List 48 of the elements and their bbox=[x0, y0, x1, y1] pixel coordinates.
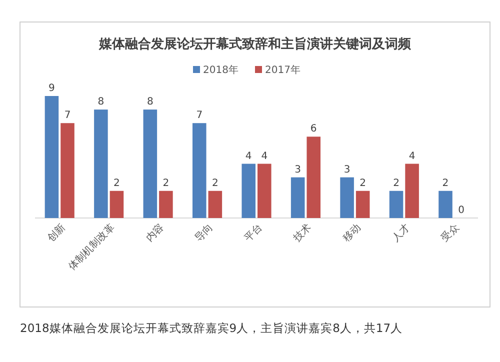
data-label: 4 bbox=[408, 150, 416, 162]
bar bbox=[159, 190, 173, 218]
data-label: 7 bbox=[64, 110, 71, 122]
bar bbox=[60, 123, 74, 218]
x-tick-label: 内容 bbox=[144, 222, 166, 244]
bar bbox=[389, 190, 404, 218]
legend-label: 2018年 bbox=[203, 64, 238, 76]
data-label: 7 bbox=[196, 110, 203, 122]
x-tick-label: 移动 bbox=[340, 222, 364, 244]
data-label: 3 bbox=[294, 164, 302, 176]
bar bbox=[290, 177, 305, 218]
data-label: 2 bbox=[360, 178, 366, 189]
bar bbox=[192, 123, 206, 218]
data-label: 2 bbox=[114, 178, 120, 189]
data-label: 4 bbox=[245, 150, 252, 162]
x-tick-label: 平台 bbox=[242, 222, 265, 244]
x-tick-label: 导向 bbox=[192, 222, 216, 244]
bar bbox=[242, 164, 256, 218]
bar bbox=[438, 190, 452, 218]
data-label: 6 bbox=[310, 124, 317, 135]
bar bbox=[306, 136, 321, 218]
data-label: 2 bbox=[442, 178, 449, 189]
x-tick-label: 技术 bbox=[290, 222, 314, 245]
x-tick-label: 创新 bbox=[45, 222, 68, 244]
data-label: 2 bbox=[393, 178, 400, 189]
bar bbox=[44, 96, 59, 218]
x-tick-label: 受众 bbox=[438, 222, 462, 244]
data-label: 2 bbox=[212, 178, 218, 189]
bar bbox=[143, 110, 158, 218]
x-tick-label: 人才 bbox=[390, 222, 412, 244]
data-label: 3 bbox=[344, 164, 350, 176]
text: 2018媒体融合发展论坛开幕式致辞嘉宾9人，主旨演讲嘉宾8人，共17人 bbox=[20, 321, 403, 335]
bar bbox=[110, 190, 124, 218]
bar bbox=[405, 164, 419, 218]
chart-title: 媒体融合发展论坛开幕式致辞和主旨演讲关键词及词频 bbox=[98, 36, 412, 52]
bar bbox=[356, 190, 370, 218]
data-label: 8 bbox=[98, 96, 104, 108]
data-label: 9 bbox=[48, 83, 55, 94]
x-tick-label: 体制机制改革 bbox=[66, 222, 117, 273]
bar bbox=[258, 164, 272, 218]
data-label: 4 bbox=[261, 150, 268, 162]
data-label: 0 bbox=[458, 205, 464, 216]
data-label: 8 bbox=[146, 96, 154, 108]
data-label: 2 bbox=[162, 178, 170, 189]
bar bbox=[208, 190, 222, 218]
bar bbox=[340, 177, 354, 218]
bar bbox=[94, 110, 108, 218]
legend-label: 2017年 bbox=[265, 64, 300, 76]
